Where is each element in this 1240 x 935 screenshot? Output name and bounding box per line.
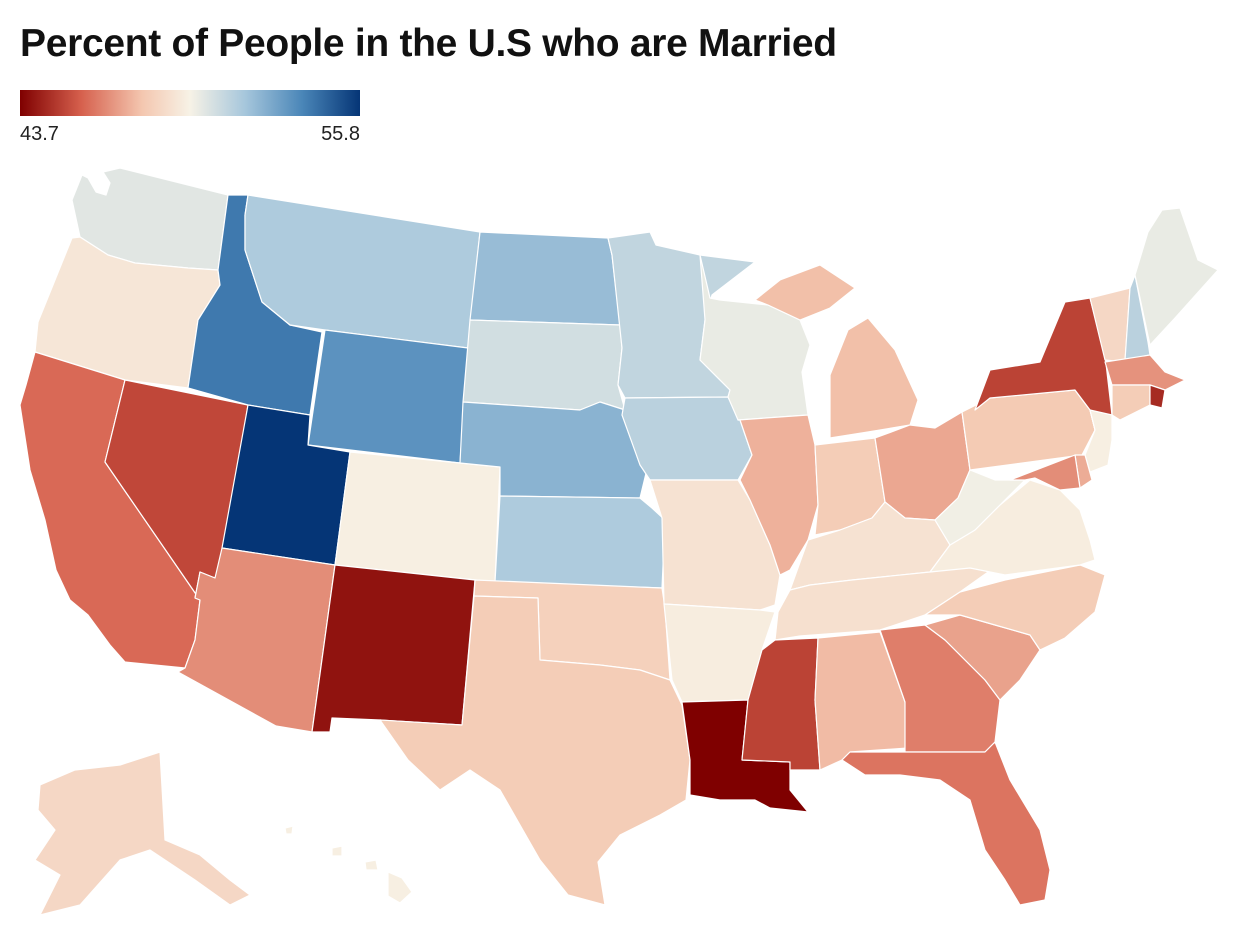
state-ME[interactable] <box>1134 207 1219 346</box>
state-NM[interactable] <box>311 564 476 733</box>
legend-gradient-bar <box>20 90 360 116</box>
legend-max-label: 55.8 <box>321 123 360 145</box>
state-NE[interactable] <box>459 401 649 499</box>
state-SD[interactable] <box>462 319 626 411</box>
state-AK[interactable] <box>34 751 251 916</box>
legend-min-label: 43.7 <box>20 123 59 145</box>
map-title: Percent of People in the U.S who are Mar… <box>20 22 837 65</box>
state-NY[interactable] <box>974 297 1113 431</box>
state-WY[interactable] <box>307 329 469 464</box>
state-NH[interactable] <box>1124 274 1151 361</box>
state-AZ[interactable] <box>177 547 336 733</box>
state-ND[interactable] <box>469 231 621 326</box>
state-MI[interactable] <box>754 264 919 439</box>
state-KS[interactable] <box>494 495 666 589</box>
state-WI[interactable] <box>699 254 811 421</box>
state-CO[interactable] <box>334 451 501 583</box>
state-NJ[interactable] <box>1084 409 1113 473</box>
color-legend: 43.7 55.8 <box>20 90 360 145</box>
state-MD[interactable] <box>1009 454 1081 491</box>
state-RI[interactable] <box>1149 384 1166 409</box>
state-CT[interactable] <box>1111 384 1151 421</box>
state-NC[interactable] <box>924 564 1106 651</box>
state-HI[interactable] <box>284 825 413 904</box>
state-TX[interactable] <box>379 595 691 906</box>
state-FL[interactable] <box>841 741 1051 906</box>
state-IA[interactable] <box>621 396 753 481</box>
state-MO[interactable] <box>649 479 781 611</box>
state-MS[interactable] <box>741 637 821 771</box>
